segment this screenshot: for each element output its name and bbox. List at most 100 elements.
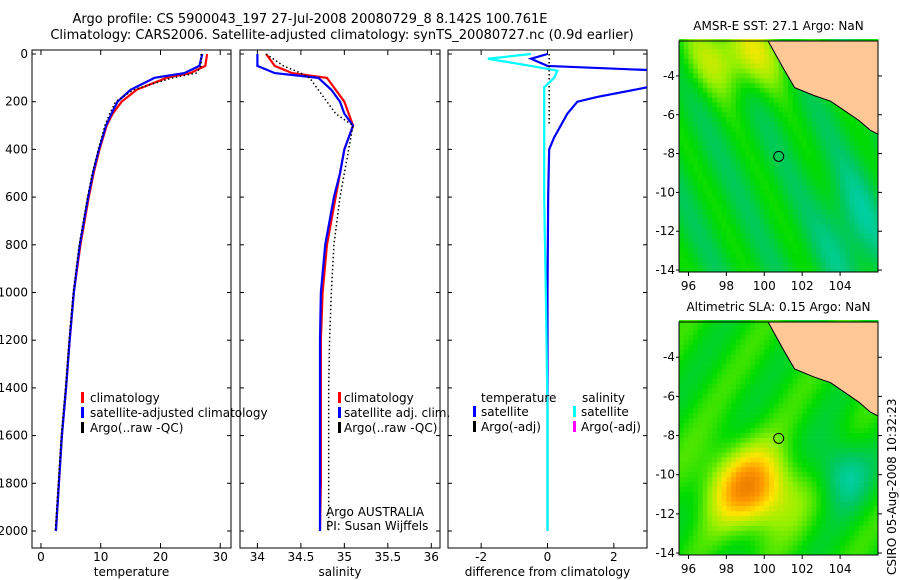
heatmap-cell [735,408,742,414]
heatmap-cell [712,140,718,147]
heatmap-cell [844,126,851,132]
heatmap-cell [716,383,723,389]
heatmap-cell [792,189,798,195]
heatmap-cell [740,339,746,345]
heatmap-cell [679,43,685,50]
heatmap-cell [830,403,836,409]
heatmap-cell [726,184,732,190]
heatmap-cell [693,344,699,350]
heatmap-cell [740,92,746,98]
heatmap-cell [797,242,803,249]
heatmap-cell [745,550,751,556]
heatmap-cell [697,540,704,546]
heatmap-cell [693,476,699,482]
heatmap-cell [754,257,761,263]
heatmap-cell [745,510,751,517]
heatmap-cell [778,223,784,229]
heatmap-cell [754,476,761,482]
heatmap-cell [721,383,727,389]
heatmap-cell [754,550,761,556]
heatmap-cell [802,393,808,399]
heatmap-cell [740,204,746,210]
heatmap-cell [750,486,756,492]
heatmap-cell [773,111,779,118]
heatmap-cell [854,184,860,190]
heatmap-cell [688,140,694,147]
heatmap-cell [721,320,727,326]
heatmap-cell [806,223,813,229]
heatmap-cell [740,252,746,258]
heatmap-cell [688,68,694,74]
heatmap-cell [745,150,751,156]
heatmap-cell [693,218,699,224]
heatmap-cell [764,43,770,50]
heatmap-cell [731,525,737,531]
heatmap-cell [712,442,718,448]
heatmap-cell [844,121,851,127]
heatmap-cell [797,398,803,404]
heatmap-cell [735,442,742,448]
heatmap-cell [835,111,841,118]
heatmap-cell [688,442,694,448]
heatmap-cell [759,525,765,531]
heatmap-cell [816,213,822,219]
heatmap-cell [787,140,794,147]
heatmap-cell [759,506,765,512]
heatmap-cell [716,155,723,161]
heatmap-cell [773,233,779,239]
heatmap-cell [868,461,874,468]
heatmap-cell [806,491,813,497]
heatmap-cell [683,403,689,409]
heatmap-cell [821,491,827,497]
heatmap-cell [697,267,704,273]
heatmap-cell [726,77,732,84]
heatmap-cell [840,116,846,122]
heatmap-cell [735,43,742,50]
heatmap-cell [844,520,851,526]
heatmap-cell [859,442,865,448]
heatmap-cell [797,501,803,507]
heatmap-cell [844,228,851,234]
heatmap-cell [693,349,699,355]
heatmap-cell [750,525,756,531]
heatmap-cell [731,267,737,273]
heatmap-cell [716,73,723,79]
heatmap-cell [830,442,836,448]
heatmap-cell [773,87,779,93]
heatmap-cell [683,63,689,69]
heatmap-cell [854,457,860,463]
heatmap-cell [726,535,732,541]
heatmap-cell [840,233,846,239]
heatmap-cell [764,491,770,497]
map-title: AMSR-E SST: 27.1 Argo: NaN [693,19,863,33]
heatmap-cell [764,199,770,205]
heatmap-cell [797,422,803,429]
heatmap-cell [726,262,732,268]
heatmap-cell [773,116,779,122]
heatmap-cell [816,496,822,502]
heatmap-cell [735,218,742,224]
heatmap-cell [873,432,879,438]
heatmap-cell [773,437,779,443]
heatmap-cell [873,545,879,551]
heatmap-cell [778,506,784,512]
heatmap-cell [759,213,765,219]
heatmap-cell [835,481,841,487]
heatmap-cell [816,136,822,142]
heatmap-cell [792,194,798,200]
heatmap-cell [693,413,699,419]
heatmap-cell [745,393,751,399]
heatmap-cell [863,179,869,185]
heatmap-cell [778,476,784,482]
heatmap-cell [835,408,841,414]
heatmap-cell [688,238,694,244]
heatmap-cell [873,170,879,176]
heatmap-cell [707,257,713,263]
heatmap-cell [740,208,746,215]
heatmap-cell [693,73,699,79]
heatmap-cell [697,481,704,487]
heatmap-cell [859,136,865,142]
heatmap-cell [688,364,694,370]
heatmap-cell [688,136,694,142]
heatmap-cell [797,131,803,137]
